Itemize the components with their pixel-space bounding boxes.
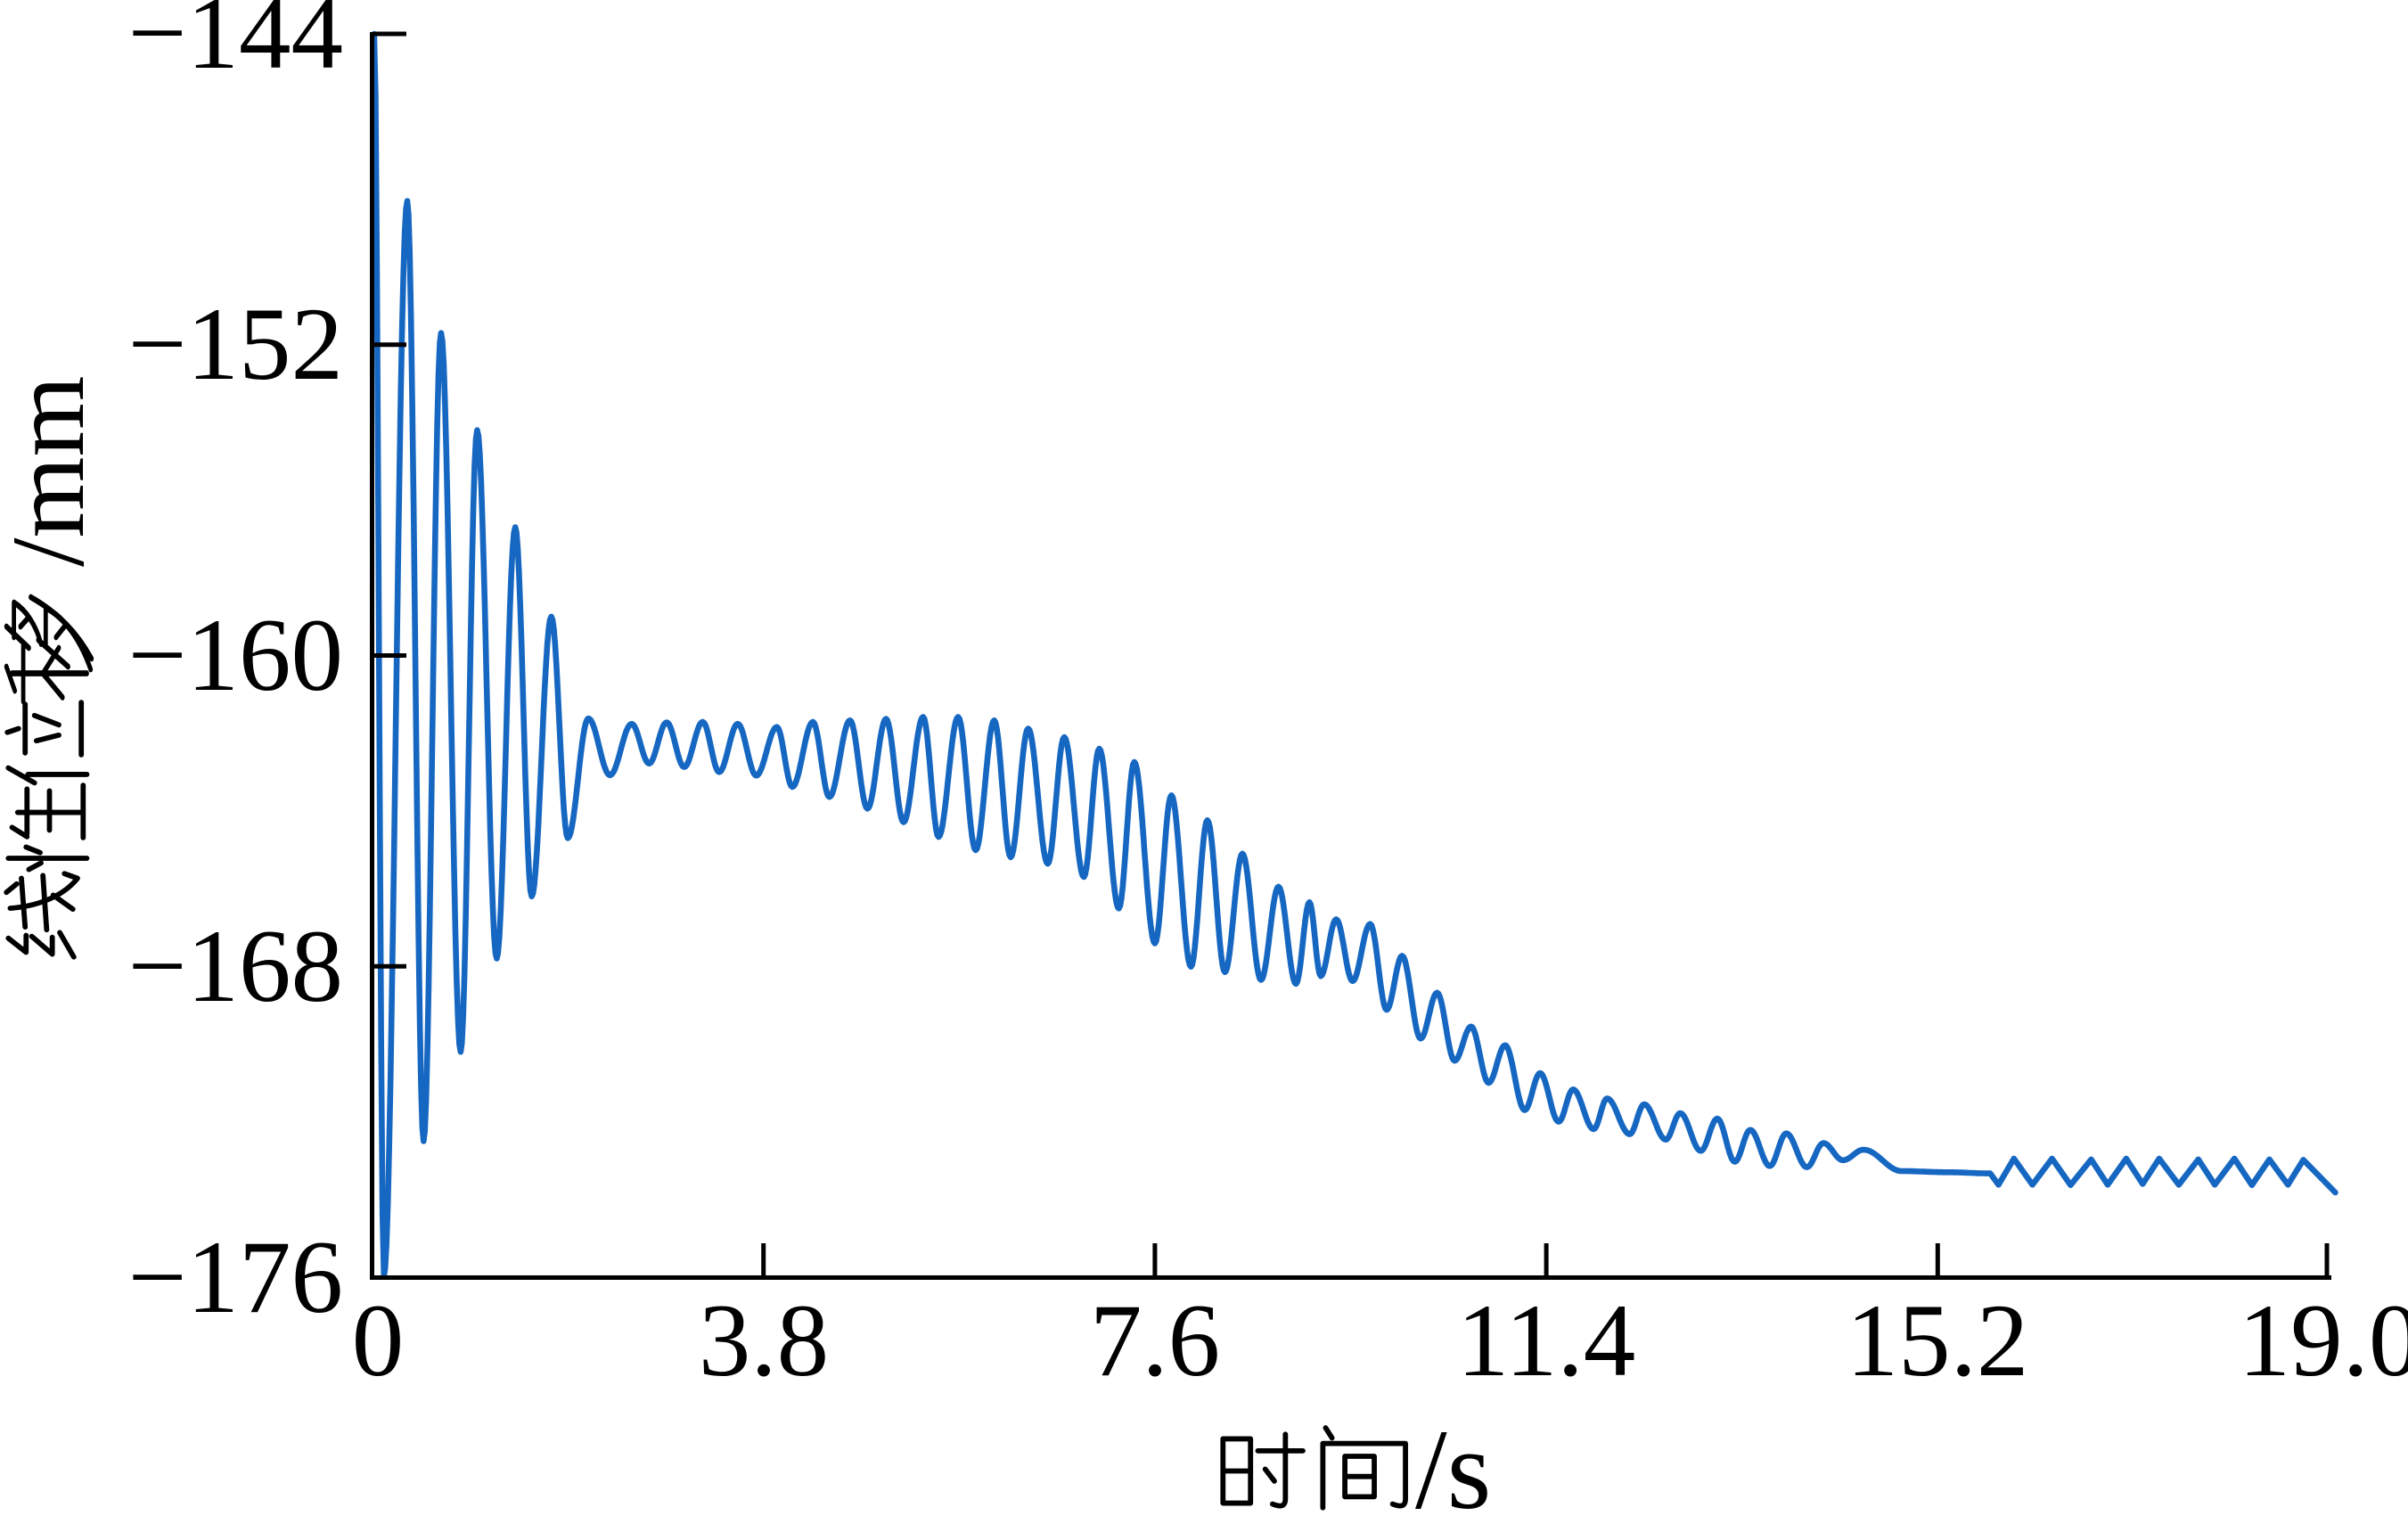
svg-text:/s: /s	[1415, 1406, 1491, 1512]
svg-text:7.6: 7.6	[1090, 1283, 1220, 1398]
svg-text:−176: −176	[128, 1220, 343, 1335]
svg-text:11.4: 11.4	[1457, 1283, 1635, 1398]
svg-text:−168: −168	[128, 909, 343, 1024]
svg-text:3.8: 3.8	[699, 1283, 829, 1398]
svg-text:−144: −144	[128, 0, 343, 91]
svg-text:−160: −160	[128, 598, 343, 713]
svg-text:0: 0	[352, 1283, 405, 1398]
svg-text:/mm: /mm	[0, 375, 106, 567]
svg-text:−152: −152	[128, 287, 343, 402]
svg-text:19.0: 19.0	[2239, 1283, 2408, 1398]
svg-text:15.2: 15.2	[1847, 1283, 2029, 1398]
